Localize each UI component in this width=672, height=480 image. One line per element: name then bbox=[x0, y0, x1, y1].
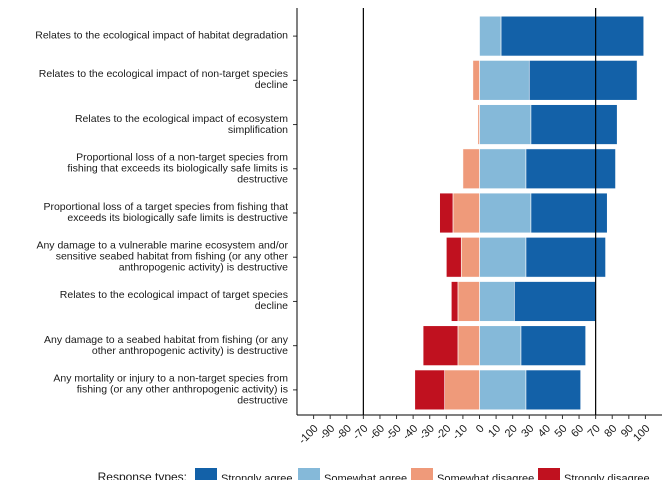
bar bbox=[479, 148, 527, 189]
bar bbox=[414, 369, 445, 411]
y-tick-label: Any damage to a vulnerable marine ecosys… bbox=[36, 239, 288, 274]
bar bbox=[500, 15, 645, 57]
bar bbox=[472, 60, 480, 101]
bar bbox=[450, 281, 459, 322]
x-tick-label: 50 bbox=[552, 423, 569, 440]
x-tick-label: 40 bbox=[536, 423, 553, 440]
x-tick-label: 60 bbox=[569, 423, 586, 440]
legend-swatch bbox=[411, 468, 433, 480]
legend-swatch bbox=[298, 468, 320, 480]
bar bbox=[479, 104, 532, 145]
y-tick-label: Relates to the ecological impact of non-… bbox=[38, 68, 288, 92]
x-tick-label: 20 bbox=[503, 423, 520, 440]
x-tick-label: 100 bbox=[631, 423, 652, 444]
y-tick-label: Any mortality or injury to a non-target … bbox=[53, 372, 288, 407]
bar bbox=[479, 192, 532, 234]
y-tick-label: Relates to the ecological impact of habi… bbox=[35, 29, 288, 42]
bar bbox=[525, 148, 616, 189]
bar bbox=[479, 325, 522, 366]
legend-swatch bbox=[538, 468, 560, 480]
bar bbox=[514, 281, 596, 322]
y-tick-label: Proportional loss of a non-target specie… bbox=[67, 151, 288, 186]
bar bbox=[525, 237, 606, 278]
bar bbox=[520, 325, 586, 366]
bar bbox=[422, 325, 459, 366]
bar bbox=[444, 369, 480, 411]
x-tick-label: 70 bbox=[586, 423, 603, 440]
x-tick-label: 30 bbox=[519, 423, 536, 440]
legend-swatch bbox=[195, 468, 217, 480]
bar bbox=[452, 192, 480, 234]
bar bbox=[479, 281, 515, 322]
bar bbox=[479, 15, 502, 57]
x-tick-label: 80 bbox=[602, 423, 619, 440]
bar bbox=[530, 104, 618, 145]
bar bbox=[457, 325, 480, 366]
bar bbox=[479, 369, 527, 411]
y-tick-label: Any damage to a seabed habitat from fish… bbox=[44, 333, 288, 357]
bar bbox=[446, 237, 462, 278]
y-tick-label: Proportional loss of a target species fr… bbox=[43, 201, 288, 224]
legend-label: Somewhat agree bbox=[324, 473, 407, 480]
legend-label: Strongly disagree bbox=[564, 473, 650, 480]
bar bbox=[479, 60, 530, 101]
x-tick-label: -10 bbox=[450, 423, 470, 443]
legend-label: Somewhat disagree bbox=[437, 473, 534, 480]
bar bbox=[528, 60, 638, 101]
bar bbox=[530, 192, 608, 234]
bar bbox=[439, 192, 454, 234]
legend-title: Response types: bbox=[98, 470, 187, 480]
bar bbox=[477, 104, 480, 145]
bar bbox=[462, 148, 480, 189]
bar bbox=[460, 237, 480, 278]
y-tick-label: Relates to the ecological impact of targ… bbox=[59, 289, 288, 313]
x-tick-label: 0 bbox=[474, 423, 487, 436]
bar bbox=[525, 369, 582, 411]
legend-label: Strongly agree bbox=[221, 473, 293, 480]
x-tick-label: 10 bbox=[486, 423, 503, 440]
y-tick-label: Relates to the ecological impact of ecos… bbox=[74, 112, 288, 136]
bar bbox=[457, 281, 480, 322]
bar bbox=[479, 237, 527, 278]
